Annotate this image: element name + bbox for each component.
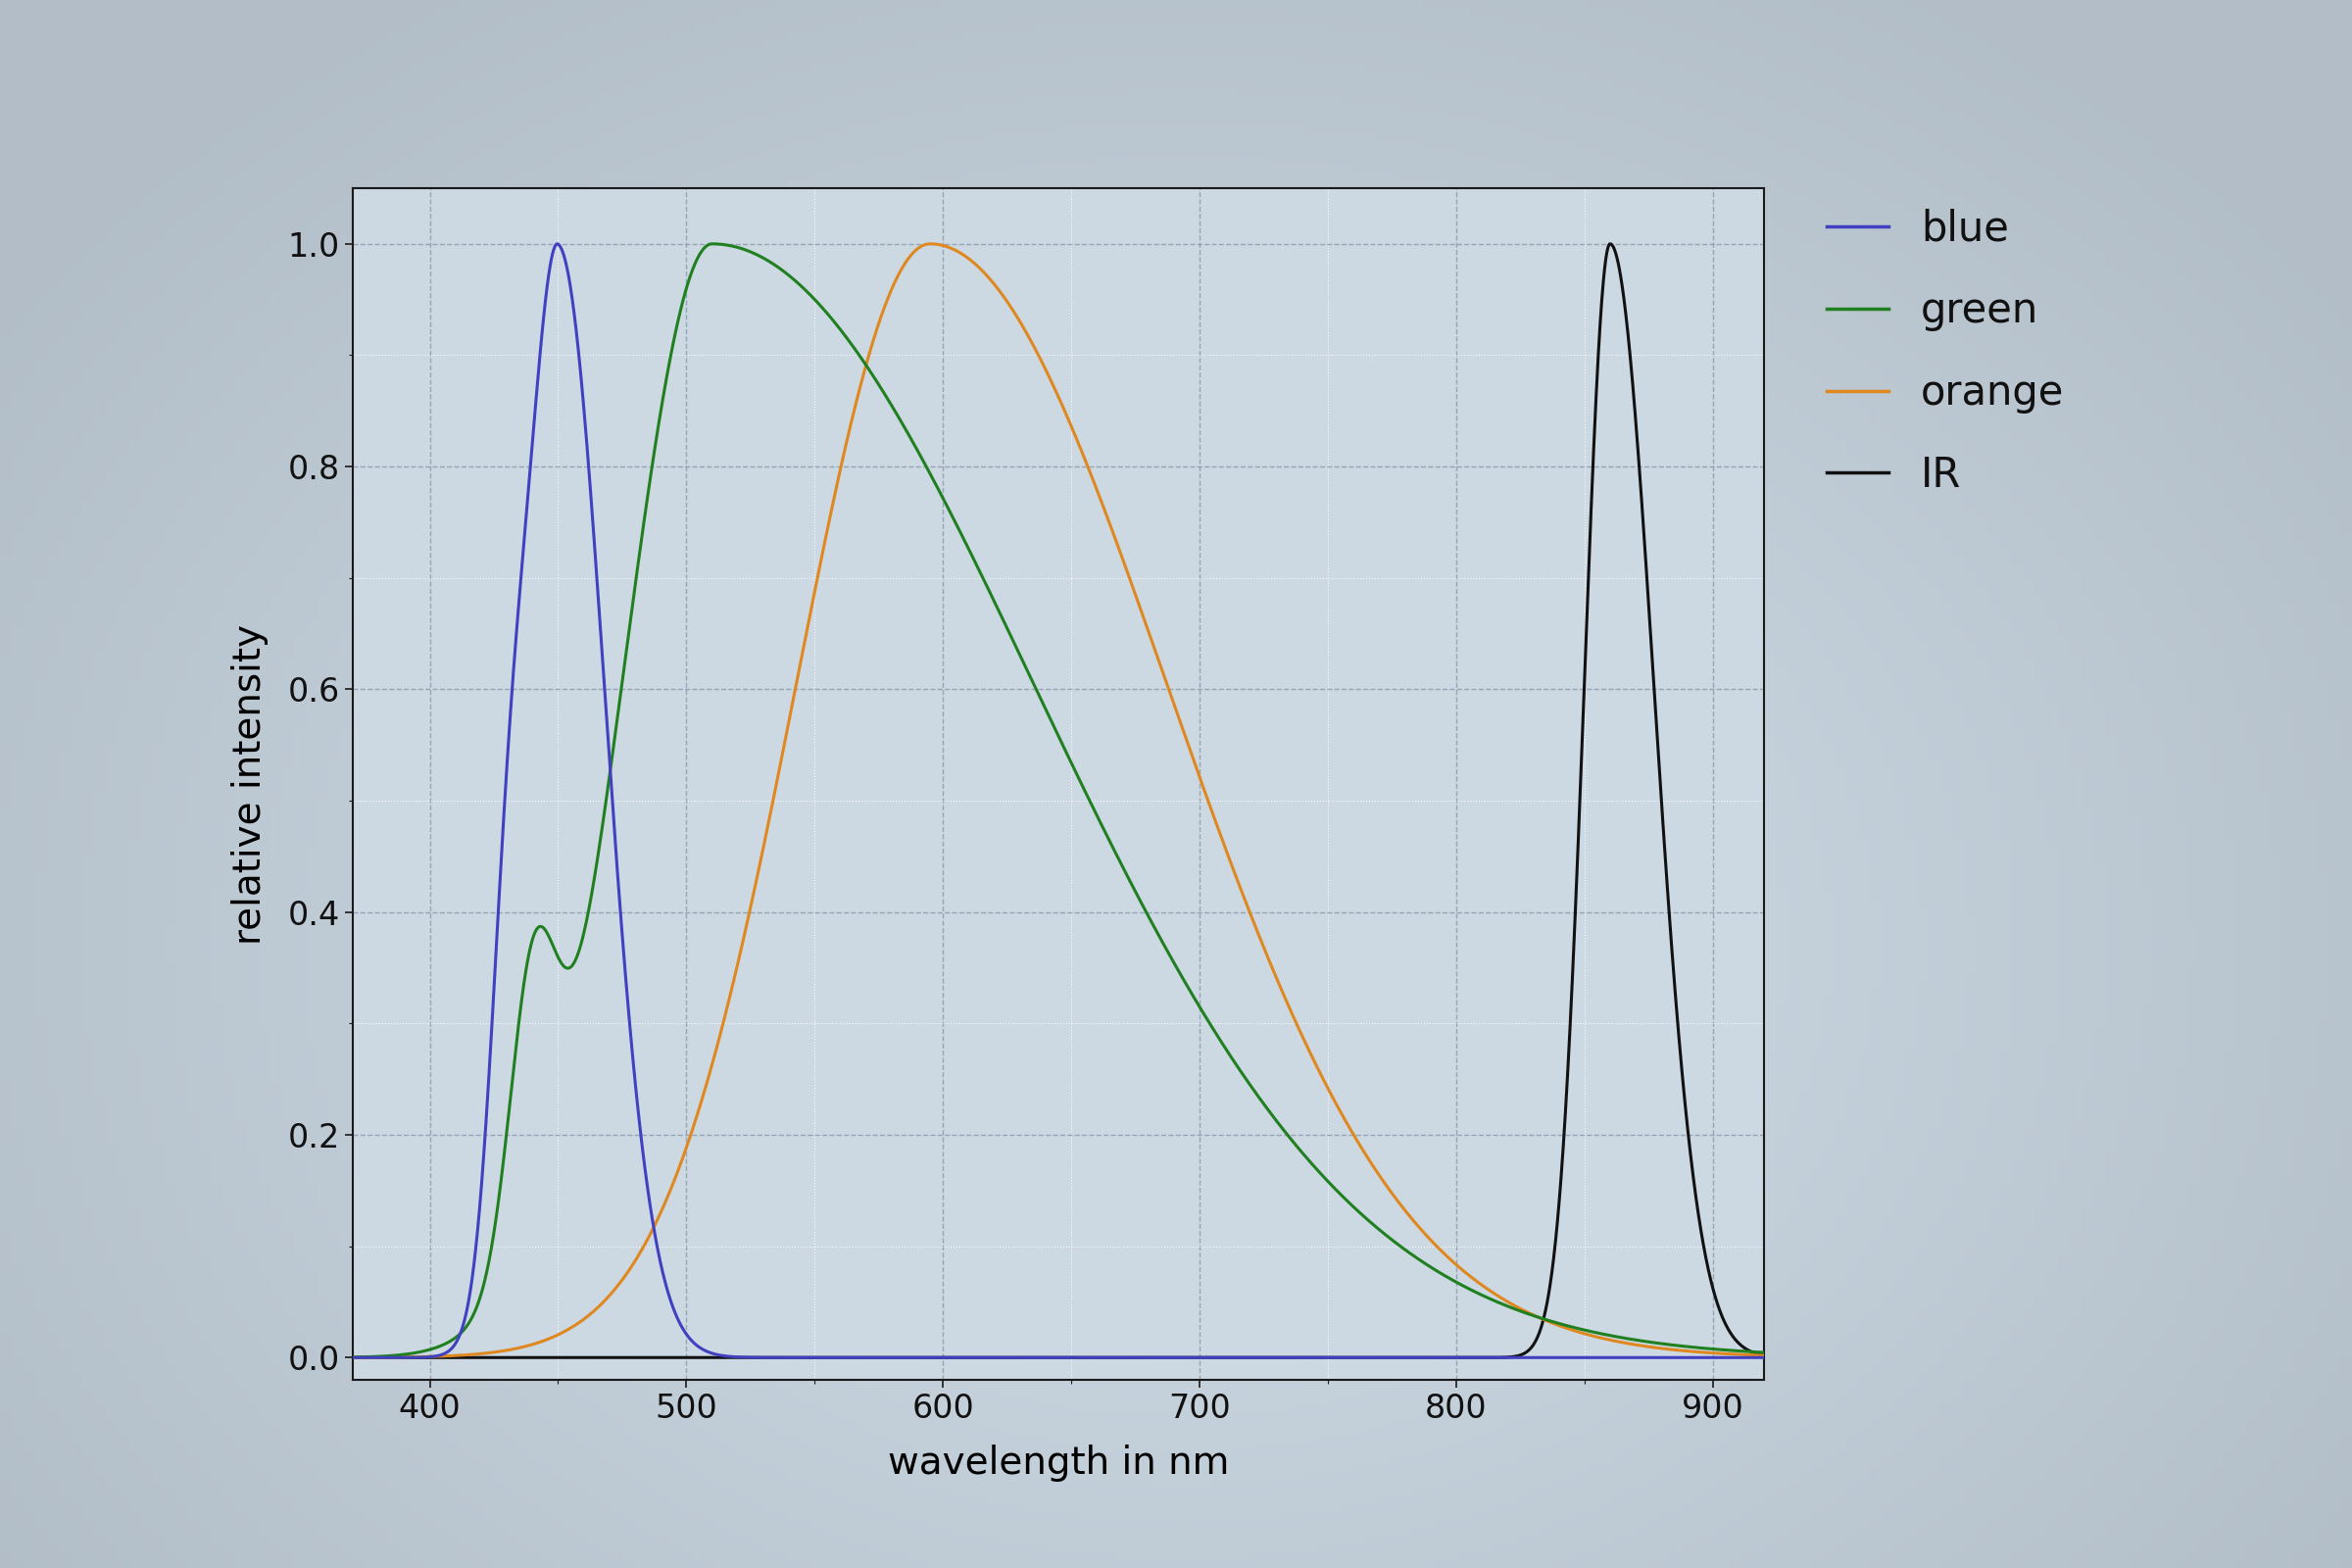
- Y-axis label: relative intensity: relative intensity: [230, 624, 268, 944]
- Legend: blue, green, orange, IR: blue, green, orange, IR: [1828, 209, 2065, 495]
- X-axis label: wavelength in nm: wavelength in nm: [887, 1444, 1230, 1482]
